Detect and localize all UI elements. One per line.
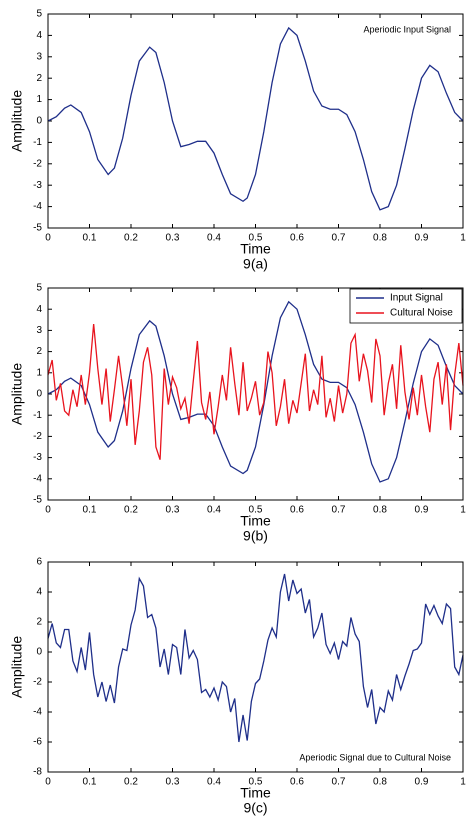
y-tick-label: -2	[33, 677, 42, 688]
x-tick-label: 0.8	[373, 505, 387, 516]
x-tick-label: 1	[460, 505, 466, 516]
legend-label: Cultural Noise	[390, 308, 453, 319]
x-tick-label: 0.5	[249, 777, 263, 788]
caption: 9(b)	[243, 528, 268, 544]
x-tick-label: 0.6	[290, 777, 304, 788]
y-axis-label: Amplitude	[9, 636, 25, 698]
x-tick-label: 0.1	[83, 777, 97, 788]
x-axis-label: Time	[240, 513, 271, 529]
axes-frame	[47, 287, 464, 501]
y-tick-label: 2	[36, 73, 42, 84]
y-tick-label: 3	[36, 325, 42, 336]
x-tick-label: 0.5	[249, 233, 263, 244]
x-tick-label: 0.4	[207, 233, 221, 244]
y-tick-label: -4	[33, 201, 42, 212]
y-tick-label: -4	[33, 707, 42, 718]
y-tick-label: 0	[36, 389, 42, 400]
plot-area	[48, 14, 463, 228]
y-tick-label: -3	[33, 180, 42, 191]
x-tick-label: 0.9	[415, 777, 429, 788]
y-tick-label: 5	[36, 283, 42, 294]
y-tick-label: 1	[36, 94, 42, 105]
x-tick-label: 0.4	[207, 505, 221, 516]
axes-frame	[47, 13, 464, 229]
x-tick-label: 0.3	[166, 505, 180, 516]
annotation: Aperiodic Input Signal	[363, 24, 451, 34]
y-tick-label: -5	[33, 223, 42, 234]
y-tick-label: -1	[33, 410, 42, 421]
y-tick-label: 0	[36, 647, 42, 658]
x-tick-label: 0.2	[124, 233, 138, 244]
x-tick-label: 0.9	[415, 233, 429, 244]
legend-box	[349, 288, 463, 324]
y-tick-label: -6	[33, 737, 42, 748]
x-tick-label: 0.6	[290, 233, 304, 244]
data-line	[47, 573, 464, 743]
data-line	[47, 26, 464, 211]
x-axis-label: Time	[240, 785, 271, 801]
plot-area	[48, 562, 463, 772]
data-line	[47, 300, 464, 483]
x-tick-label: 0.5	[249, 505, 263, 516]
y-tick-label: 4	[36, 304, 42, 315]
y-tick-label: 2	[36, 617, 42, 628]
y-tick-label: -1	[33, 137, 42, 148]
x-tick-label: 0.1	[83, 505, 97, 516]
x-tick-label: 0	[45, 505, 51, 516]
y-tick-label: 4	[36, 587, 42, 598]
y-tick-label: 6	[36, 557, 42, 568]
x-tick-label: 0.9	[415, 505, 429, 516]
x-tick-label: 0.6	[290, 505, 304, 516]
y-tick-label: -2	[33, 431, 42, 442]
y-tick-label: -2	[33, 158, 42, 169]
caption: 9(c)	[243, 800, 267, 816]
annotation: Aperiodic Signal due to Cultural Noise	[299, 752, 451, 762]
x-tick-label: 0.1	[83, 233, 97, 244]
y-tick-label: -8	[33, 767, 42, 778]
axes-frame	[47, 561, 464, 773]
y-tick-label: 5	[36, 9, 42, 20]
x-tick-label: 0.4	[207, 777, 221, 788]
x-tick-label: 0.2	[124, 777, 138, 788]
y-tick-label: -4	[33, 473, 42, 484]
data-line	[47, 323, 464, 460]
x-tick-label: 0.3	[166, 777, 180, 788]
y-axis-label: Amplitude	[9, 90, 25, 152]
y-tick-label: -3	[33, 452, 42, 463]
y-tick-label: 0	[36, 116, 42, 127]
x-axis-label: Time	[240, 241, 271, 257]
x-tick-label: 0	[45, 233, 51, 244]
y-axis-label: Amplitude	[9, 363, 25, 425]
x-tick-label: 1	[460, 777, 466, 788]
y-tick-label: 4	[36, 30, 42, 41]
caption: 9(a)	[243, 256, 268, 272]
x-tick-label: 0.7	[332, 777, 346, 788]
y-tick-label: 1	[36, 367, 42, 378]
y-tick-label: -5	[33, 495, 42, 506]
x-tick-label: 0.2	[124, 505, 138, 516]
legend-label: Input Signal	[390, 293, 443, 304]
x-tick-label: 0.3	[166, 233, 180, 244]
x-tick-label: 0.8	[373, 233, 387, 244]
y-tick-label: 2	[36, 346, 42, 357]
x-tick-label: 0.8	[373, 777, 387, 788]
x-tick-label: 1	[460, 233, 466, 244]
x-tick-label: 0.7	[332, 233, 346, 244]
y-tick-label: 3	[36, 51, 42, 62]
x-tick-label: 0.7	[332, 505, 346, 516]
x-tick-label: 0	[45, 777, 51, 788]
